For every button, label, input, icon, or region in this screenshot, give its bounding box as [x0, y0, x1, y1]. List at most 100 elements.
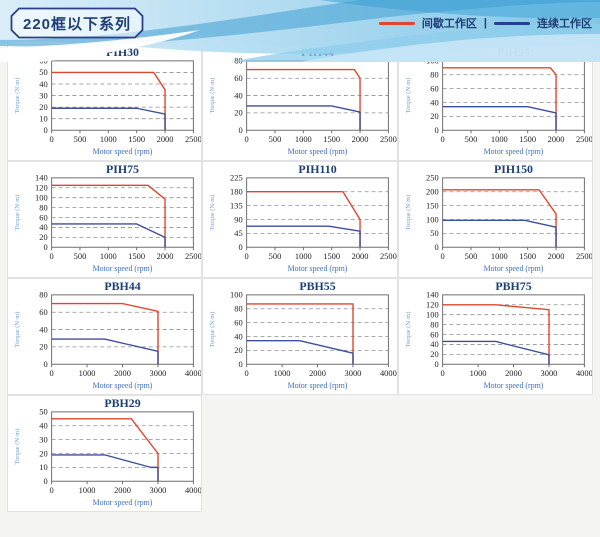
x-tick-label: 1000 [295, 134, 312, 144]
x-tick-label: 0 [440, 368, 444, 378]
chart-cell-PIH55: PIH55 0 20 40 60 80 100 0 500 1000 1500 2000 2500 Mot… [397, 44, 593, 161]
series-line-intermittent [51, 71, 166, 131]
chart-PBH29: PBH29 0 10 20 30 40 50 0 1000 2000 3000 4000 Motor s… [14, 396, 201, 507]
chart-title: PBH29 [104, 396, 140, 410]
chart-PIH44: PIH44 0 20 40 60 80 0 500 1000 1500 2000 2500 Motor … [209, 45, 396, 156]
x-tick-label: 1000 [295, 251, 312, 261]
series-line-intermittent [51, 184, 166, 248]
chart-title: PIH75 [106, 162, 139, 176]
y-axis-label: Torque (N·m) [14, 429, 21, 465]
y-axis-label: Torque (N·m) [14, 195, 21, 231]
x-tick-label: 2000 [352, 134, 369, 144]
y-tick-label: 80 [39, 202, 47, 212]
chart-cell-PBH44: PBH44 0 20 40 60 80 0 1000 2000 3000 4000 Motor spe… [7, 278, 203, 395]
x-tick-label: 0 [50, 134, 54, 144]
x-tick-label: 2000 [547, 134, 564, 144]
y-tick-label: 20 [39, 102, 47, 112]
x-tick-label: 2000 [114, 368, 131, 378]
chart-cell-PIH30: PIH30 0 10 20 30 40 50 60 0 500 1000 1500 2000 2500 Mo… [7, 44, 203, 161]
y-tick-label: 30 [39, 434, 47, 444]
x-tick-label: 2500 [185, 251, 201, 261]
y-tick-label: 0 [239, 242, 243, 252]
x-tick-label: 1500 [128, 134, 145, 144]
y-tick-label: 10 [39, 113, 47, 123]
series-line-intermittent [246, 303, 355, 365]
x-axis-label: Motor speed (rpm) [93, 381, 153, 390]
y-tick-label: 90 [235, 214, 243, 224]
x-tick-label: 2500 [185, 134, 201, 144]
chart-title: PIH44 [301, 45, 334, 59]
x-tick-label: 1000 [79, 485, 96, 495]
series-line-continuous [442, 219, 557, 248]
y-tick-label: 50 [430, 228, 438, 238]
y-tick-label: 0 [43, 125, 47, 135]
x-tick-label: 2500 [380, 134, 396, 144]
continuous-label: 连续工作区 [537, 18, 592, 30]
y-tick-label: 80 [430, 70, 438, 80]
x-tick-label: 1000 [100, 251, 117, 261]
y-tick-label: 150 [426, 200, 439, 210]
x-tick-label: 1000 [491, 251, 508, 261]
chart-PBH44: PBH44 0 20 40 60 80 0 1000 2000 3000 4000 Motor spe… [14, 279, 201, 390]
y-tick-label: 60 [235, 73, 243, 83]
series-line-intermittent [51, 302, 159, 365]
y-axis-label: Torque (N·m) [209, 195, 216, 231]
plot-border [51, 177, 194, 248]
x-tick-label: 500 [464, 134, 477, 144]
x-tick-label: 2000 [505, 368, 522, 378]
x-axis-label: Motor speed (rpm) [288, 147, 348, 156]
x-tick-label: 0 [245, 368, 249, 378]
x-tick-label: 0 [245, 134, 249, 144]
y-tick-label: 0 [43, 476, 47, 486]
x-axis-label: Motor speed (rpm) [288, 381, 348, 390]
y-tick-label: 80 [235, 56, 243, 66]
x-tick-label: 1500 [519, 134, 536, 144]
y-tick-label: 0 [239, 359, 243, 369]
y-tick-label: 0 [434, 125, 438, 135]
y-tick-label: 40 [39, 222, 47, 232]
series-line-continuous [442, 340, 550, 365]
y-tick-label: 0 [434, 359, 438, 369]
y-tick-label: 120 [35, 183, 48, 193]
y-tick-label: 60 [39, 212, 47, 222]
chart-title: PBH75 [495, 279, 531, 293]
x-tick-label: 500 [464, 251, 477, 261]
y-tick-label: 0 [239, 125, 243, 135]
y-tick-label: 20 [430, 349, 438, 359]
chart-grid: PIH30 0 10 20 30 40 50 60 0 500 1000 1500 2000 2500 Mo… [7, 44, 593, 512]
y-tick-label: 120 [426, 300, 439, 310]
x-tick-label: 1000 [79, 368, 96, 378]
x-axis-label: Motor speed (rpm) [93, 264, 153, 273]
series-line-continuous [51, 223, 166, 248]
x-tick-label: 500 [269, 251, 282, 261]
x-tick-label: 2000 [352, 251, 369, 261]
x-tick-label: 2000 [547, 251, 564, 261]
y-tick-label: 60 [39, 307, 47, 317]
chart-cell-PIH75: PIH75 0 20 40 60 80 100 120 140 0 500 1000 1500 2000 2… [7, 161, 203, 278]
series-line-continuous [246, 225, 362, 248]
y-tick-label: 60 [430, 83, 438, 93]
x-tick-label: 500 [74, 134, 87, 144]
y-tick-label: 40 [39, 421, 47, 431]
y-tick-label: 60 [39, 56, 47, 66]
y-tick-label: 140 [35, 173, 48, 183]
x-tick-label: 1500 [324, 251, 341, 261]
x-axis-label: Motor speed (rpm) [483, 147, 543, 156]
series-line-continuous [51, 107, 166, 131]
chart-cell-PIH150: PIH150 0 50 100 150 200 250 0 500 1000 1500 2000 250… [397, 161, 593, 278]
plot-border [441, 294, 585, 365]
y-axis-label: Torque (N·m) [14, 312, 21, 348]
y-axis-label: Torque (N·m) [209, 312, 216, 348]
series-line-continuous [246, 339, 355, 365]
chart-cell-PIH44: PIH44 0 20 40 60 80 0 500 1000 1500 2000 2500 Motor … [202, 44, 398, 161]
y-tick-label: 80 [39, 290, 47, 300]
x-tick-label: 3000 [150, 368, 167, 378]
page-title: 220框以下系列 [10, 7, 144, 39]
chart-cell-PIH110: PIH110 0 45 90 135 180 225 0 500 1000 1500 2000 2500… [202, 161, 398, 278]
series-line-continuous [51, 454, 159, 482]
x-tick-label: 1000 [100, 134, 117, 144]
x-tick-label: 2000 [157, 134, 174, 144]
